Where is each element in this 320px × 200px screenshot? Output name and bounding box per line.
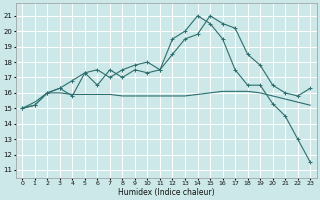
X-axis label: Humidex (Indice chaleur): Humidex (Indice chaleur) (118, 188, 214, 197)
